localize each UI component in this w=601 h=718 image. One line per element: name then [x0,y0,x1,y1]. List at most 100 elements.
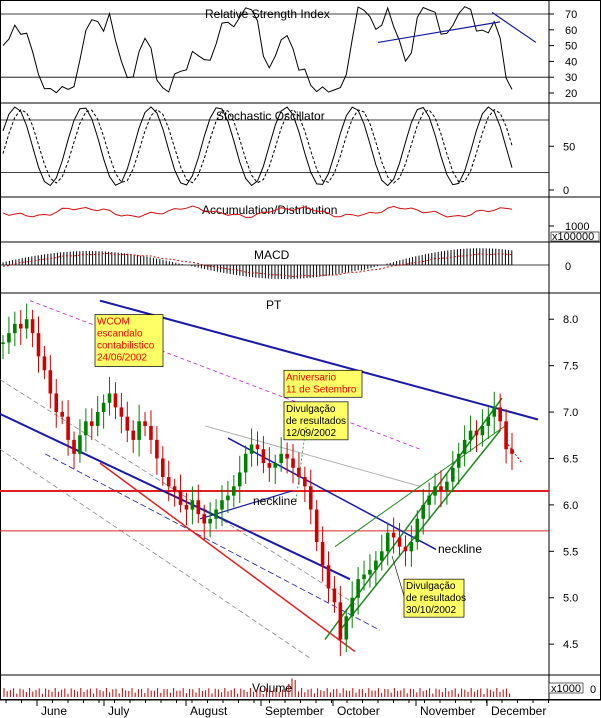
annotation-box [403,578,465,618]
volume-unit-box [548,682,584,694]
price-candle [30,319,35,334]
price-candle [421,504,426,519]
price-candle [456,453,461,468]
price-candle [196,500,201,515]
price-candle [427,495,431,505]
price-candle [391,532,396,538]
trendline-grey-solid [204,425,421,487]
price-candle [13,323,17,334]
ad-tick-label: 1000 [565,221,589,233]
trendline-red [99,462,356,653]
rsi-tick-label: 40 [565,56,577,68]
stoch-tick-label: 0 [563,185,569,197]
price-candle [433,486,437,496]
price-candle [385,532,390,552]
price-candle [492,407,497,417]
price-candle [166,477,171,487]
price-candle [190,500,195,510]
price-tick-label: 5.5 [563,546,578,558]
price-candle [285,453,289,459]
annotation-box [283,401,349,441]
price-candle [445,481,449,491]
price-candle [504,421,508,450]
rsi-tick-label: 70 [565,9,577,21]
price-candle [36,333,41,357]
price-candle [379,551,384,561]
annotation-pointer [391,555,405,596]
annotation-box [283,369,363,398]
price-candle [510,449,514,454]
trendline-dashed-blue [44,453,381,631]
panel-title-4: MACD [254,248,290,262]
annotation-text: contabilistico [97,341,155,352]
price-candle [54,393,59,413]
price-candle [78,435,82,454]
price-candle [226,495,230,501]
price-candle [255,444,260,450]
price-candle [208,518,212,524]
price-tick-label: 6.5 [563,453,578,465]
price-candle [1,342,5,344]
price-candle [24,319,29,329]
price-candle [89,421,94,426]
price-candle [72,439,76,454]
annotation-text: 12/09/2002 [286,428,336,439]
price-tick-label: 8.0 [563,314,578,326]
price-candle [480,425,485,436]
annotation-text: 11 de Setembro [286,384,357,395]
annotation-text: Aniversario [286,372,336,383]
price-candle [397,537,402,547]
x-tick-label: November [420,704,475,718]
annotation-text: Divulgação [406,581,456,592]
trendline-blue-top [99,299,539,421]
x-tick-label: August [190,704,228,718]
ad-unit-label: x100000 [552,231,594,243]
price-tick-label: 4.5 [563,639,578,651]
annotation-text: 30/10/2002 [406,605,456,616]
price-candle [486,416,491,426]
annotation-text: de resultados [286,416,346,427]
price-candle [303,477,307,487]
price-candle [48,370,53,394]
price-candle [220,500,224,510]
annotation-box [94,314,164,367]
price-candle [137,421,141,440]
x-tick-label: October [337,704,380,718]
price-candle [232,486,236,496]
price-candle [314,509,319,543]
price-candle [243,453,248,473]
price-candle [297,467,301,478]
price-candle [403,546,408,552]
price-candle [125,416,130,431]
price-candle [237,472,242,487]
price-candle [18,323,23,329]
rsi-tick-label: 60 [565,25,577,37]
channel-green [324,397,503,640]
price-tick-label: 7.0 [563,407,578,419]
annotation-pointer [295,426,307,501]
price-candle [368,569,372,575]
price-candle [273,463,278,468]
price-candle [149,425,153,440]
channel-green [334,425,506,548]
price-candle [439,486,443,491]
price-candle [267,463,272,468]
price-candle [101,402,106,413]
price-tick-label: 6.0 [563,500,578,512]
panel-title-3: Accumulation/Distribution [202,203,337,217]
price-candle [415,518,420,543]
price-candle [326,565,331,589]
price-candle [131,430,136,440]
price-candle [409,542,414,552]
rsi-trendline [491,11,537,43]
price-candle [320,542,325,566]
price-candle [7,333,11,343]
ad-line [2,205,513,218]
panel-title-5: PT [266,298,282,312]
price-candle [143,421,147,426]
price-candle [350,597,354,617]
stoch-d-line [2,108,513,184]
rsi-line [2,6,513,94]
price-candle [95,412,100,426]
price-candle [344,616,349,640]
